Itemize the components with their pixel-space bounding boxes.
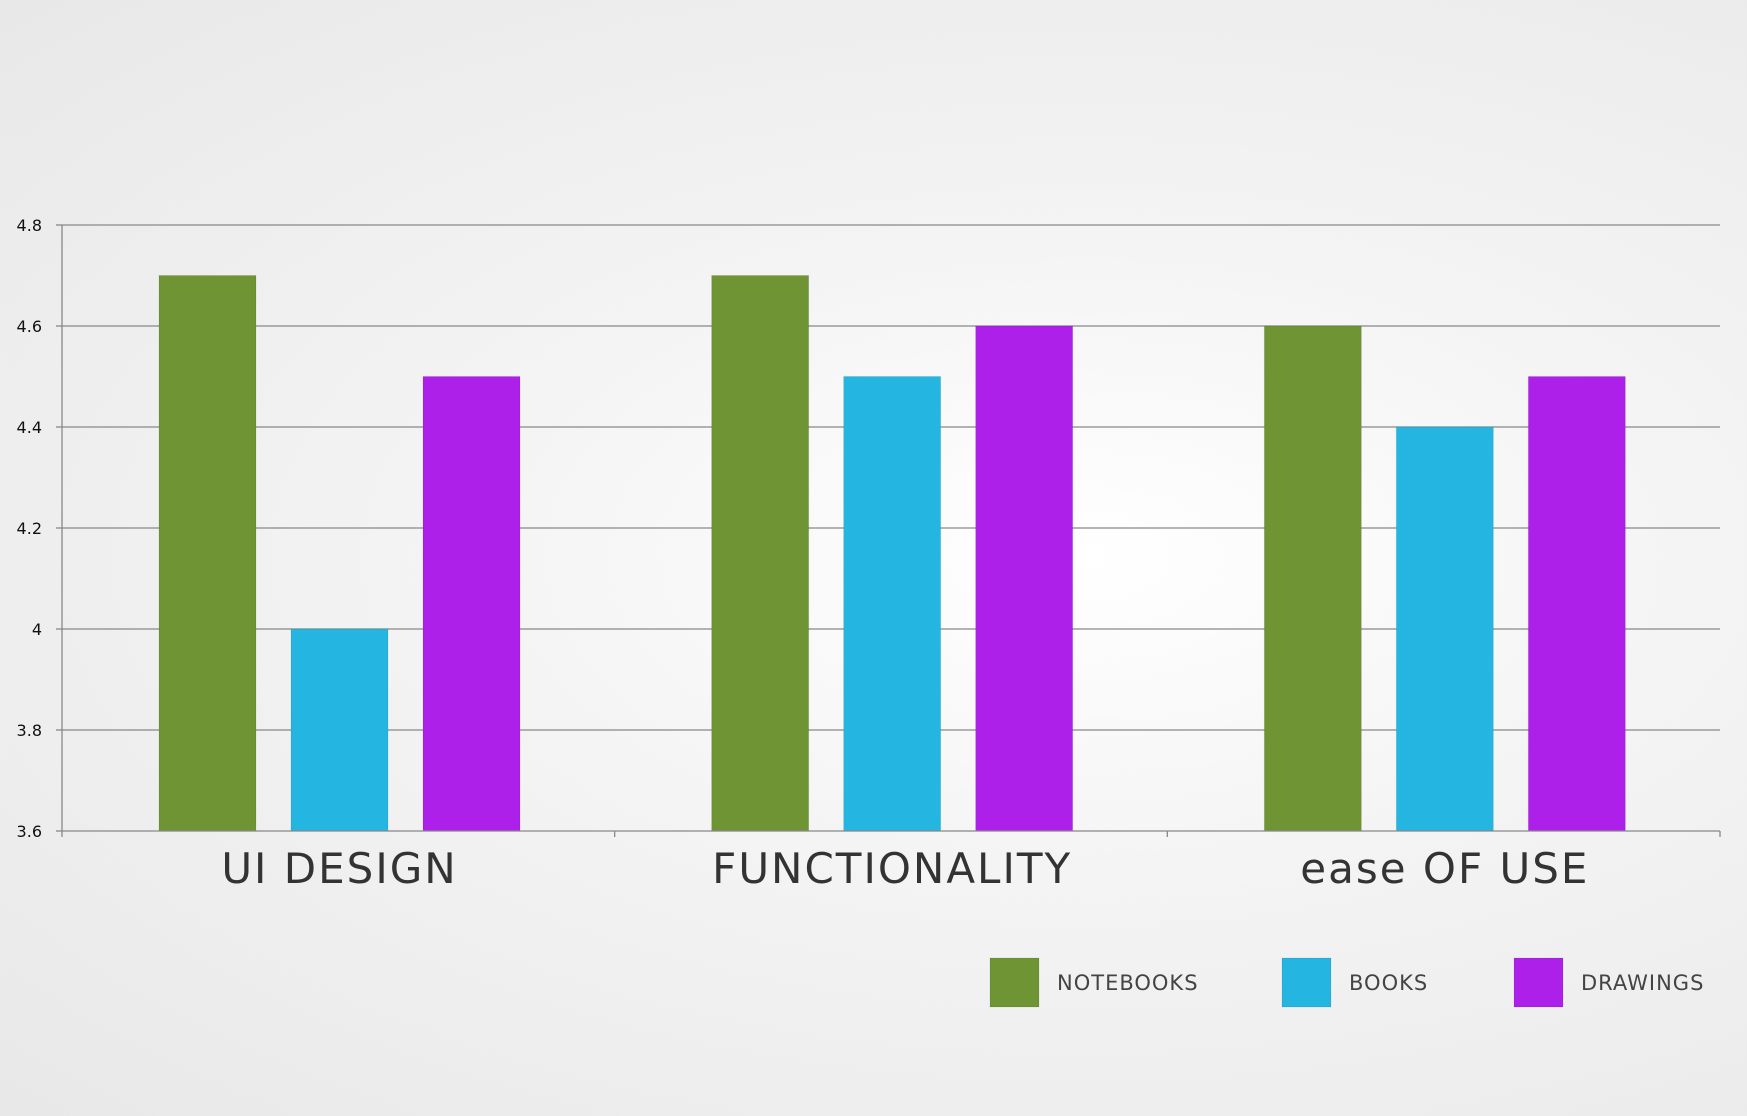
- bar-books-2: [1395, 426, 1494, 832]
- bar-drawings-0: [422, 376, 521, 832]
- legend: NOTEBOOKS BOOKS DRAWINGS: [989, 957, 1704, 1008]
- x-category-label: ease OF USE: [1300, 844, 1589, 893]
- y-tick-label: 4.8: [17, 216, 42, 235]
- legend-label-drawings: DRAWINGS: [1581, 971, 1704, 995]
- bar-books-0: [290, 628, 389, 832]
- bar-notebooks-2: [1263, 325, 1362, 832]
- y-tick-label: 4: [32, 620, 42, 639]
- y-tick-label: 4.6: [17, 317, 42, 336]
- bar-drawings-1: [975, 325, 1074, 832]
- y-tick-label: 4.2: [17, 519, 42, 538]
- bar-notebooks-1: [711, 275, 810, 832]
- x-category-label: UI DESIGN: [221, 844, 457, 893]
- legend-label-notebooks: NOTEBOOKS: [1057, 971, 1199, 995]
- x-category-label: FUNCTIONALITY: [712, 844, 1072, 893]
- y-tick-label: 4.4: [17, 418, 42, 437]
- bar-notebooks-0: [158, 275, 257, 832]
- bars: [158, 275, 1626, 832]
- bar-books-1: [843, 376, 942, 832]
- axes: 3.6 3.8 4 4.2 4.4 4.6 4.8 UI DESIGN FUNCTIONALIT…: [17, 216, 1721, 893]
- bar-drawings-2: [1527, 376, 1626, 832]
- legend-swatch-books: [1281, 957, 1332, 1008]
- legend-swatch-notebooks: [989, 957, 1040, 1008]
- legend-swatch-drawings: [1513, 957, 1564, 1008]
- legend-label-books: BOOKS: [1349, 971, 1428, 995]
- y-tick-label: 3.6: [17, 822, 42, 841]
- y-tick-label: 3.8: [17, 721, 42, 740]
